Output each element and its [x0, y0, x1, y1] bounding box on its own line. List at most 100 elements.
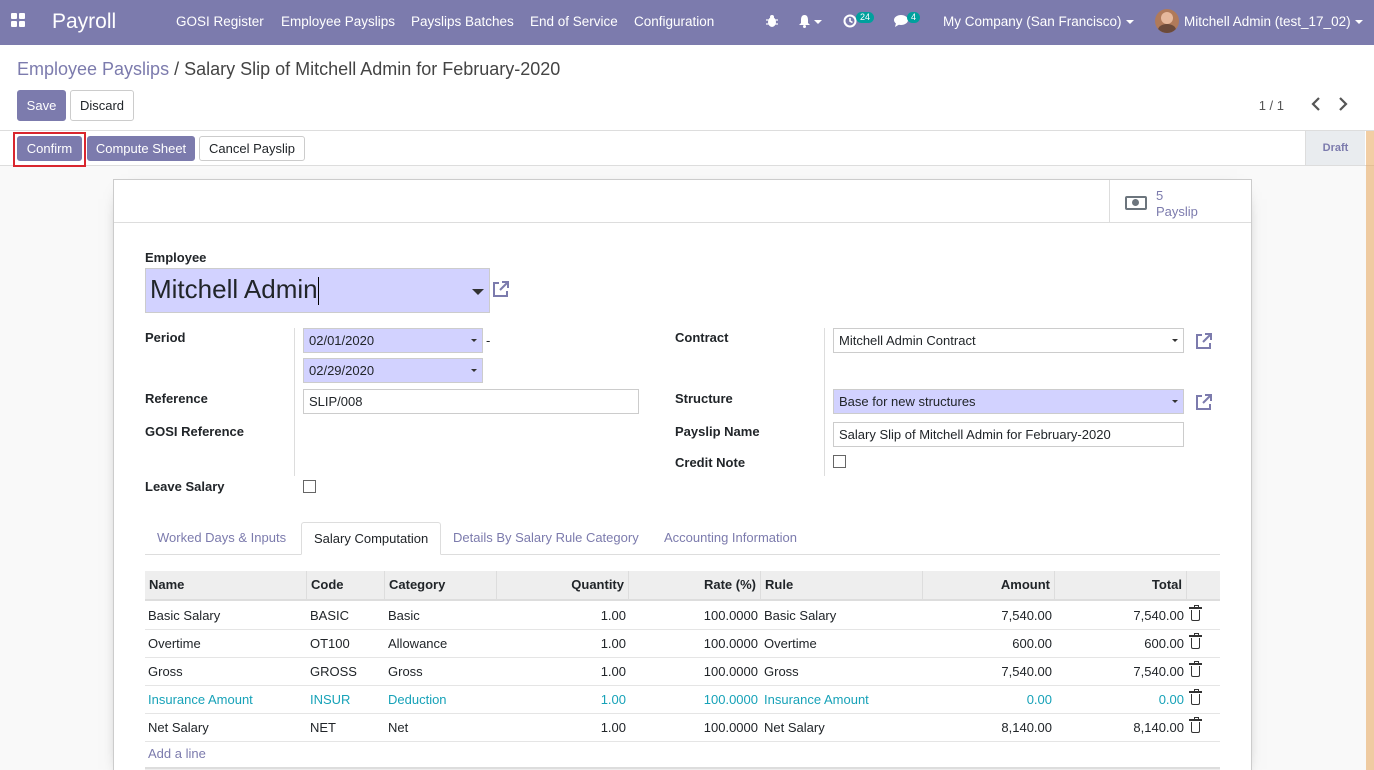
table-footer: [145, 767, 1220, 770]
user-menu[interactable]: Mitchell Admin (test_17_02): [1184, 14, 1363, 29]
menu-end-of-service[interactable]: End of Service: [530, 14, 618, 29]
table-row[interactable]: Net Salary NET Net 1.00 100.0000 Net Sal…: [145, 714, 1220, 742]
table-row[interactable]: Basic Salary BASIC Basic 1.00 100.0000 B…: [145, 602, 1220, 630]
table-row[interactable]: Overtime OT100 Allowance 1.00 100.0000 O…: [145, 630, 1220, 658]
date-from-field[interactable]: 02/01/2020: [303, 328, 483, 353]
structure-field[interactable]: Base for new structures: [833, 389, 1184, 414]
field-divider: [824, 328, 825, 476]
messages-menu[interactable]: 4: [894, 12, 921, 31]
tab-worked-days-inputs[interactable]: Worked Days & Inputs: [157, 530, 287, 545]
trash-icon[interactable]: [1189, 717, 1202, 733]
chevron-down-icon: [1125, 20, 1134, 25]
bug-icon[interactable]: [765, 14, 779, 28]
tab-details-by-salary-rule-category[interactable]: Details By Salary Rule Category: [453, 530, 639, 545]
cell-code: BASIC: [310, 608, 350, 623]
external-link-icon[interactable]: [491, 279, 511, 299]
compute-sheet-button[interactable]: Compute Sheet: [87, 136, 195, 161]
cell-name: Insurance Amount: [148, 692, 253, 707]
external-link-icon[interactable]: [1194, 331, 1214, 351]
message-count-badge: 4: [907, 12, 921, 23]
breadcrumb-parent-link[interactable]: Employee Payslips: [17, 59, 170, 79]
pager-value: 1 / 1: [1258, 98, 1284, 113]
clock-icon: [843, 14, 857, 28]
payslip-name-input[interactable]: Salary Slip of Mitchell Admin for Februa…: [833, 422, 1184, 447]
trash-icon[interactable]: [1189, 661, 1202, 677]
cell-rate: 100.0000: [703, 636, 758, 651]
column-header-name[interactable]: Name: [145, 571, 307, 599]
cell-quantity: 1.00: [600, 636, 626, 651]
reference-label: Reference: [145, 391, 208, 406]
menu-gosi-register[interactable]: GOSI Register: [176, 14, 264, 29]
cell-category: Net: [388, 720, 409, 735]
cell-amount: 600.00: [1012, 636, 1052, 651]
cell-code: INSUR: [310, 692, 351, 707]
cancel-payslip-button[interactable]: Cancel Payslip: [199, 136, 305, 161]
cell-rate: 100.0000: [703, 692, 758, 707]
menu-configuration[interactable]: Configuration: [634, 14, 715, 29]
trash-icon[interactable]: [1189, 605, 1202, 621]
employee-label: Employee: [145, 250, 207, 265]
menu-employee-payslips[interactable]: Employee Payslips: [281, 14, 396, 29]
column-header-code[interactable]: Code: [307, 571, 385, 599]
save-button[interactable]: Save: [17, 90, 66, 121]
contract-label: Contract: [675, 330, 729, 345]
text-cursor: [317, 277, 319, 306]
trash-icon[interactable]: [1189, 633, 1202, 649]
notifications-menu[interactable]: [798, 14, 822, 31]
form-statusbar: Confirm Compute Sheet Cancel Payslip Dra…: [0, 131, 1374, 166]
cell-rate: 100.0000: [703, 720, 758, 735]
avatar[interactable]: [1155, 9, 1179, 33]
chevron-down-icon[interactable]: [472, 289, 484, 295]
period-label: Period: [145, 330, 186, 345]
column-header-rule[interactable]: Rule: [761, 571, 923, 599]
money-icon: [1125, 196, 1147, 210]
cell-rate: 100.0000: [703, 664, 758, 679]
contract-field[interactable]: Mitchell Admin Contract: [833, 328, 1184, 353]
structure-value: Base for new structures: [839, 394, 976, 409]
discard-button[interactable]: Discard: [70, 90, 134, 121]
credit-note-label: Credit Note: [675, 455, 746, 470]
add-a-line-link[interactable]: Add a line: [148, 746, 206, 761]
credit-note-checkbox[interactable]: [833, 455, 846, 468]
cell-total: 8,140.00: [1133, 720, 1184, 735]
pager-next-icon[interactable]: [1334, 95, 1352, 113]
structure-label: Structure: [675, 391, 733, 406]
payslip-count-button[interactable]: 5 Payslip: [1109, 180, 1251, 223]
gosi-reference-label: GOSI Reference: [145, 424, 244, 439]
tab-salary-computation[interactable]: Salary Computation: [301, 522, 442, 555]
column-header-quantity[interactable]: Quantity: [497, 571, 629, 599]
activities-menu[interactable]: 24: [843, 12, 875, 31]
table-row[interactable]: Insurance Amount INSUR Deduction 1.00 10…: [145, 686, 1220, 714]
column-header-rate[interactable]: Rate (%): [629, 571, 761, 599]
cell-quantity: 1.00: [600, 608, 626, 623]
status-draft[interactable]: Draft: [1305, 131, 1365, 165]
employee-field[interactable]: Mitchell Admin: [145, 268, 490, 313]
column-header-category[interactable]: Category: [385, 571, 497, 599]
cell-category: Allowance: [388, 636, 448, 651]
cell-rule: Gross: [764, 664, 799, 679]
company-switcher[interactable]: My Company (San Francisco): [943, 14, 1134, 29]
cell-amount: 7,540.00: [1001, 664, 1052, 679]
apps-menu-icon[interactable]: [11, 13, 27, 29]
external-link-icon[interactable]: [1194, 392, 1214, 412]
leave-salary-checkbox[interactable]: [303, 480, 316, 493]
trash-icon[interactable]: [1189, 689, 1202, 705]
confirm-button[interactable]: Confirm: [17, 136, 82, 161]
reference-input[interactable]: SLIP/008: [303, 389, 639, 414]
pager-previous-icon[interactable]: [1307, 95, 1325, 113]
table-row[interactable]: Gross GROSS Gross 1.00 100.0000 Gross 7,…: [145, 658, 1220, 686]
cell-amount: 8,140.00: [1001, 720, 1052, 735]
chevron-down-icon: [1172, 339, 1178, 342]
cell-code: GROSS: [310, 664, 357, 679]
cell-category: Deduction: [388, 692, 447, 707]
payslip-count-value: 5: [1156, 188, 1164, 203]
column-header-total[interactable]: Total: [1055, 571, 1187, 599]
app-name[interactable]: Payroll: [52, 10, 117, 33]
column-header-amount[interactable]: Amount: [923, 571, 1055, 599]
date-to-field[interactable]: 02/29/2020: [303, 358, 483, 383]
breadcrumb: Employee Payslips / Salary Slip of Mitch…: [17, 59, 560, 80]
payslip-count-label: Payslip: [1156, 204, 1198, 219]
cell-rule: Net Salary: [764, 720, 825, 735]
tab-accounting-information[interactable]: Accounting Information: [664, 530, 797, 545]
menu-payslips-batches[interactable]: Payslips Batches: [411, 14, 514, 29]
